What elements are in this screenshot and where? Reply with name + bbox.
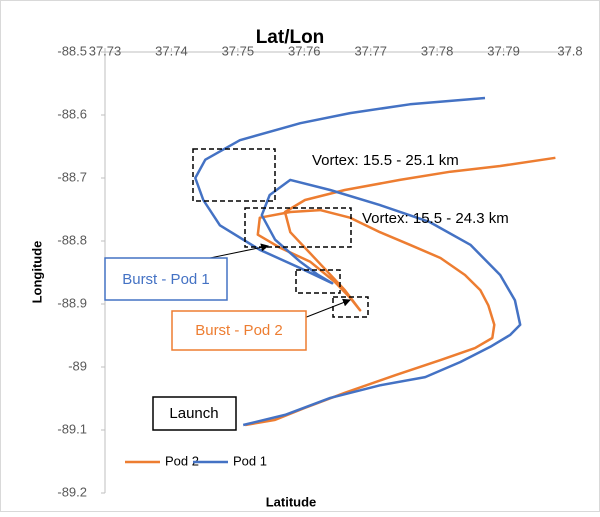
x-axis-label: Latitude (266, 494, 317, 509)
annotation-box (104, 257, 228, 301)
y-tick-label: -88.8 (57, 232, 87, 247)
x-tick-label: 37.8 (557, 43, 582, 58)
x-tick-label: 37.75 (222, 43, 255, 58)
x-tick-label: 37.79 (487, 43, 520, 58)
x-tick-label: 37.77 (354, 43, 387, 58)
x-tick-label: 37.73 (89, 43, 122, 58)
x-tick-label: 37.76 (288, 43, 321, 58)
dashed-box (192, 148, 276, 202)
series-line (194, 96, 522, 427)
dashed-box (244, 207, 352, 248)
annotation: Launch (169, 405, 218, 422)
arrow (209, 243, 269, 259)
annotation: Vortex: 15.5 - 25.1 km (312, 152, 459, 169)
x-tick-label: 37.78 (421, 43, 454, 58)
arrow (303, 298, 351, 319)
annotation-box (152, 396, 237, 431)
y-tick-label: -88.5 (57, 43, 87, 58)
y-tick-label: -89.2 (57, 484, 87, 499)
series-line (244, 156, 556, 427)
legend-label: Pod 2 (165, 453, 199, 468)
y-tick-label: -89 (68, 358, 87, 373)
annotation: Vortex: 15.5 - 24.3 km (362, 210, 509, 227)
annotation: Burst - Pod 2 (195, 322, 283, 339)
y-tick-label: -88.6 (57, 106, 87, 121)
annotation: Burst - Pod 1 (122, 271, 210, 288)
dashed-box (295, 269, 341, 294)
y-axis-label: Longitude (29, 241, 44, 304)
y-tick-label: -88.7 (57, 169, 87, 184)
y-tick-label: -89.1 (57, 421, 87, 436)
x-tick-label: 37.74 (155, 43, 188, 58)
legend-label: Pod 1 (233, 453, 267, 468)
annotation-box (171, 310, 307, 351)
y-tick-label: -88.9 (57, 295, 87, 310)
chart-title: Lat/Lon (256, 27, 325, 48)
